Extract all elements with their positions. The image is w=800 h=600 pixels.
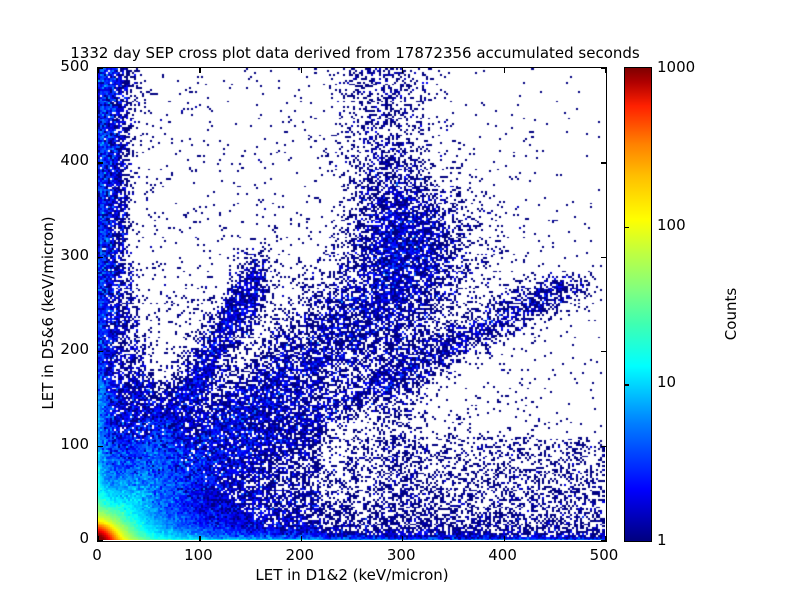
y-tick [98,162,103,164]
y-tick-label: 500 [60,57,89,75]
y-tick-label: 200 [60,340,89,359]
x-tick-top [503,68,505,73]
y-tick-right [601,445,606,447]
y-tick-right [601,68,606,70]
x-tick-top [98,68,100,73]
x-tick [503,536,505,541]
y-tick [98,256,103,259]
x-axis-label: LET in D1&2 (keV/micron) [255,566,449,584]
plot-title-line-1: 1332 day SEP cross plot data derived fro… [70,44,640,62]
x-tick-top [199,68,201,73]
x-tick [402,536,404,541]
y-tick-right [601,256,606,259]
x-tick [300,536,303,541]
colorbar-tick [624,226,629,228]
plot-axes [97,67,607,542]
y-tick [98,68,103,70]
colorbar [624,67,652,542]
x-tick-top [300,68,303,73]
y-axis-label: LET in D5&6 (keV/micron) [39,216,57,410]
y-tick [98,445,103,447]
x-tick [98,536,100,541]
x-tick-label: 0 [92,546,102,564]
y-tick-label: 300 [60,245,89,264]
x-tick-label: 300 [386,546,416,564]
x-tick-label: 200 [285,546,315,564]
colorbar-tick-label: 100 [657,215,686,234]
x-tick-label: 100 [184,546,213,564]
x-tick-label: 500 [589,546,619,564]
y-tick-right [601,540,606,541]
y-tick [98,351,103,353]
x-tick-label: 400 [488,546,517,564]
density-scatter-plot [98,68,605,540]
y-tick-label: 100 [60,434,89,453]
x-tick-top [605,68,606,73]
y-tick-label: 400 [60,151,89,170]
y-tick-label: 0 [79,529,89,547]
y-tick-right [601,351,606,353]
colorbar-label: Counts [722,287,740,341]
y-tick [98,540,103,541]
colorbar-tick [624,384,629,386]
colorbar-tick-label: 1000 [657,58,696,76]
x-tick [199,536,201,541]
colorbar-tick-label: 10 [657,373,677,392]
colorbar-tick-label: 1 [657,531,667,549]
x-tick [605,536,606,541]
y-tick-right [601,162,606,164]
x-tick-top [402,68,404,73]
